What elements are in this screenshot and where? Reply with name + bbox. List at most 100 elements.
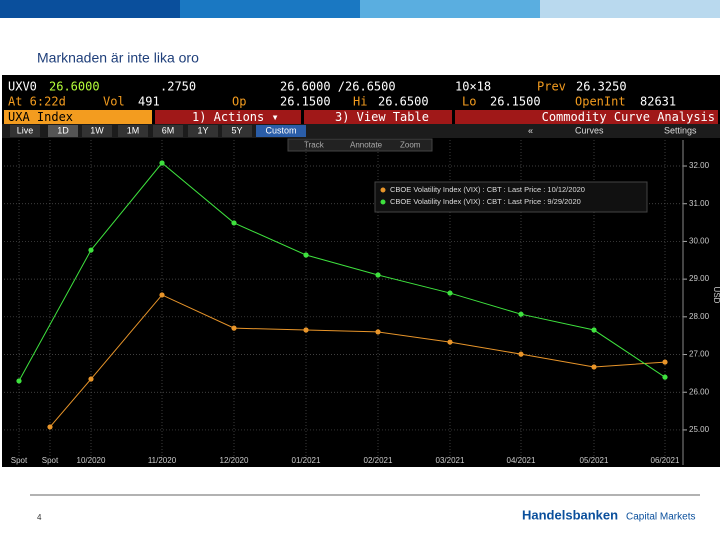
- point: [231, 325, 237, 331]
- x-tick-label: Spot: [42, 456, 59, 465]
- point: [88, 247, 94, 253]
- button[interactable]: [304, 110, 452, 124]
- label: Prev: [537, 80, 566, 94]
- y-tick-label: 29.00: [689, 274, 710, 283]
- point: [518, 311, 524, 317]
- logo-suffix: Capital Markets: [626, 512, 695, 523]
- point: [88, 376, 94, 382]
- high: 26.6500: [378, 95, 429, 109]
- low: 26.1500: [490, 95, 541, 109]
- settings[interactable]: Settings: [664, 125, 697, 135]
- tab-label[interactable]: 6M: [162, 125, 175, 135]
- label: OpenInt: [575, 95, 626, 109]
- legend-label: CBOE Volatility Index (VIX) : CBT : Last…: [390, 197, 581, 206]
- tab-label[interactable]: 1W: [90, 125, 104, 135]
- stripe: [0, 0, 180, 18]
- tab[interactable]: [118, 125, 148, 137]
- open: 26.1500: [280, 95, 331, 109]
- x-tick-label: 12/2020: [220, 456, 249, 465]
- tab-label[interactable]: Custom: [265, 125, 296, 135]
- tab[interactable]: [256, 125, 306, 137]
- page-number: 4: [37, 513, 42, 522]
- view-table[interactable]: 3) View Table: [335, 110, 429, 124]
- point: [591, 327, 597, 333]
- point: [16, 378, 22, 384]
- tool[interactable]: Annotate: [350, 141, 383, 150]
- collapse[interactable]: «: [528, 125, 533, 135]
- point: [47, 424, 53, 430]
- x-tick-label: 10/2020: [77, 456, 106, 465]
- toolbar: [287, 138, 433, 152]
- tab[interactable]: [188, 125, 218, 137]
- time: At 6:22d: [8, 95, 66, 109]
- bid-ask: 26.6000 /26.6500: [280, 80, 396, 94]
- open-interest: 82631: [640, 95, 676, 109]
- label: Op: [232, 95, 246, 109]
- point: [518, 351, 524, 357]
- legend-swatch: [380, 187, 386, 193]
- tab-label[interactable]: 5Y: [231, 125, 242, 135]
- x-tick-label: 03/2021: [436, 456, 465, 465]
- point: [159, 292, 165, 298]
- x-tick-label: 11/2020: [148, 456, 177, 465]
- x-tick-label: 02/2021: [364, 456, 393, 465]
- tool[interactable]: Zoom: [400, 141, 421, 150]
- point: [375, 329, 381, 335]
- tab[interactable]: [82, 125, 112, 137]
- tool[interactable]: Track: [304, 141, 325, 150]
- label: Hi: [353, 95, 367, 109]
- y-tick-label: 25.00: [689, 425, 710, 434]
- x-tick-label: 01/2021: [292, 456, 321, 465]
- vol: 491: [138, 95, 160, 109]
- x-tick-label: 04/2021: [507, 456, 536, 465]
- tab[interactable]: [153, 125, 183, 137]
- series-line: [18, 162, 666, 382]
- y-tick-label: 30.00: [689, 237, 710, 246]
- label: Lo: [462, 95, 476, 109]
- y-axis-label: USD: [712, 287, 720, 304]
- function-name: Commodity Curve Analysis: [542, 110, 715, 124]
- y-tick-label: 27.00: [689, 350, 710, 359]
- stripe: [360, 0, 540, 18]
- function-box: [455, 110, 718, 124]
- tab-label[interactable]: 1M: [127, 125, 140, 135]
- point: [303, 327, 309, 333]
- point: [662, 359, 668, 365]
- size: 10×18: [455, 80, 491, 94]
- curves[interactable]: Curves: [575, 125, 604, 135]
- security: UXA Index: [8, 110, 73, 124]
- point: [447, 339, 453, 345]
- y-tick-label: 32.00: [689, 161, 710, 170]
- series-line: [49, 294, 666, 428]
- tab-label[interactable]: 1D: [57, 125, 69, 135]
- button[interactable]: [155, 110, 301, 124]
- security-box: [4, 110, 152, 124]
- point: [231, 220, 237, 226]
- slide-title: Marknaden är inte lika oro: [37, 50, 199, 66]
- stripe: [180, 0, 360, 18]
- legend: [374, 181, 648, 213]
- x-tick-label: 05/2021: [580, 456, 609, 465]
- chart: Spot Spot 10/2020 11/2020 12/2020 01/2021 02/2…: [4, 140, 720, 465]
- y-tick-label: 31.00: [689, 199, 710, 208]
- change: .2750: [160, 80, 196, 94]
- legend-swatch: [380, 199, 386, 205]
- x-tick-label: Spot: [11, 456, 28, 465]
- tab-label[interactable]: 1Y: [197, 125, 208, 135]
- logo-brand: Handelsbanken: [522, 507, 618, 522]
- last-price: 26.6000: [49, 80, 100, 94]
- point: [447, 290, 453, 296]
- tab[interactable]: [10, 125, 40, 137]
- stripe: [540, 0, 720, 18]
- tab[interactable]: [48, 125, 78, 137]
- legend-label: CBOE Volatility Index (VIX) : CBT : Last…: [390, 185, 585, 194]
- actions[interactable]: 1) Actions ▾: [192, 110, 279, 124]
- point: [591, 364, 597, 370]
- point: [375, 272, 381, 278]
- point: [303, 252, 309, 258]
- tab-label[interactable]: Live: [17, 125, 34, 135]
- point: [662, 374, 668, 380]
- ticker: UXV0: [8, 80, 37, 94]
- tab[interactable]: [222, 125, 252, 137]
